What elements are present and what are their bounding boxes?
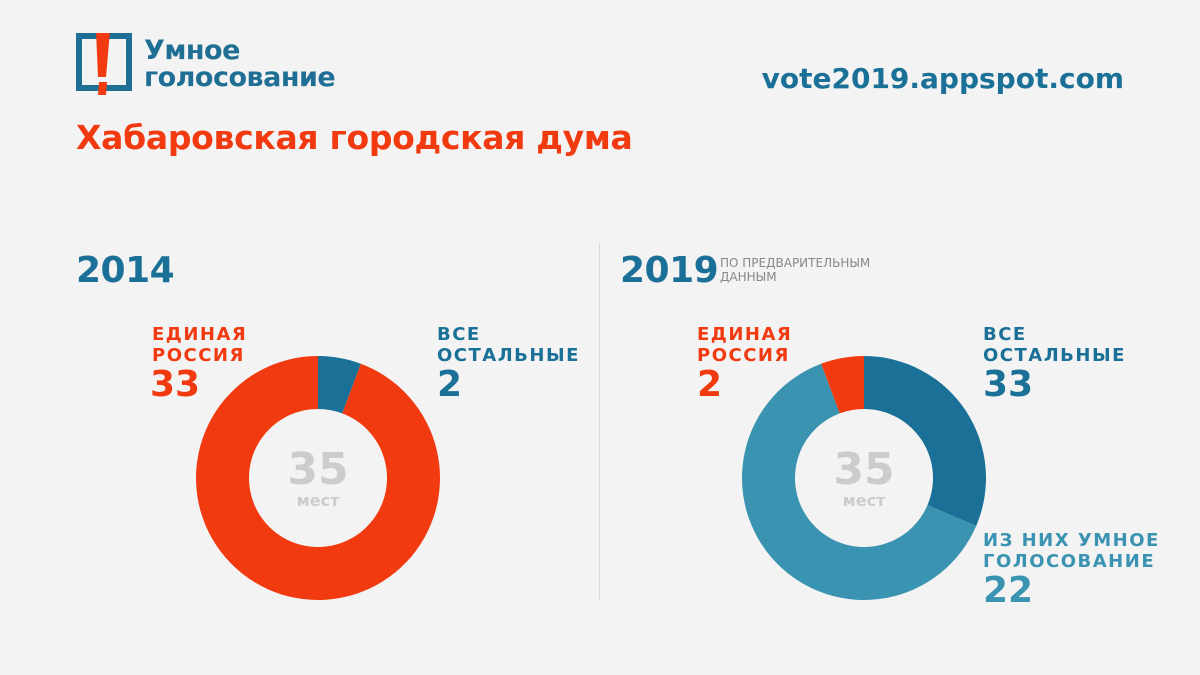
er-label-2019: ЕДИНАЯ РОССИЯ xyxy=(697,324,792,366)
er-value-2014: 33 xyxy=(150,364,201,405)
logo-line1: Умное xyxy=(144,35,240,66)
smart-vote-label-2019-line1: ИЗ НИХ УМНОЕ xyxy=(983,530,1160,551)
preliminary-note: ПО ПРЕДВАРИТЕЛЬНЫМ ДАННЫМ xyxy=(720,256,870,284)
logo-text: Умное голосование xyxy=(144,35,336,93)
smart-vote-value-2019: 22 xyxy=(983,570,1034,611)
others-label-2019-line1: ВСЕ xyxy=(983,324,1027,345)
others-value-2019: 33 xyxy=(983,364,1034,405)
center-value-2019: 35 xyxy=(833,444,894,495)
site-url[interactable]: vote2019.appspot.com xyxy=(761,62,1124,95)
preliminary-note-line1: ПО ПРЕДВАРИТЕЛЬНЫМ xyxy=(720,256,871,270)
donut-slice-2019-0 xyxy=(864,356,986,526)
donut-slice-2019-1 xyxy=(741,363,977,600)
panel-divider xyxy=(599,243,600,600)
smart-vote-label-2019: ИЗ НИХ УМНОЕ ГОЛОСОВАНИЕ xyxy=(983,530,1160,572)
page-title: Хабаровская городская дума xyxy=(76,118,633,157)
logo-icon xyxy=(76,33,132,95)
er-label-2014: ЕДИНАЯ РОССИЯ xyxy=(152,324,247,366)
year-2019: 2019 xyxy=(620,250,719,291)
er-value-2019: 2 xyxy=(697,364,723,405)
er-label-2019-line1: ЕДИНАЯ xyxy=(697,324,793,345)
others-value-2014: 2 xyxy=(437,364,463,405)
donut-slice-2014-0 xyxy=(318,356,361,414)
others-label-2014: ВСЕ ОСТАЛЬНЫЕ xyxy=(437,324,580,366)
preliminary-note-line2: ДАННЫМ xyxy=(720,270,777,284)
smart-vote-label-2019-line2: ГОЛОСОВАНИЕ xyxy=(983,551,1156,572)
donut-slice-2019-2 xyxy=(821,356,864,414)
others-label-2019: ВСЕ ОСТАЛЬНЫЕ xyxy=(983,324,1126,366)
year-2014: 2014 xyxy=(76,250,175,291)
er-label-2019-line2: РОССИЯ xyxy=(697,345,790,366)
logo-line2: голосование xyxy=(144,62,336,93)
er-label-2014-line1: ЕДИНАЯ xyxy=(152,324,248,345)
others-label-2014-line1: ВСЕ xyxy=(437,324,481,345)
others-label-2019-line2: ОСТАЛЬНЫЕ xyxy=(983,345,1126,366)
donut-slice-2014-1 xyxy=(195,356,440,600)
center-unit-2019: мест xyxy=(843,491,886,510)
center-unit-2014: мест xyxy=(297,491,340,510)
er-label-2014-line2: РОССИЯ xyxy=(152,345,245,366)
others-label-2014-line2: ОСТАЛЬНЫЕ xyxy=(437,345,580,366)
center-value-2014: 35 xyxy=(287,444,348,495)
